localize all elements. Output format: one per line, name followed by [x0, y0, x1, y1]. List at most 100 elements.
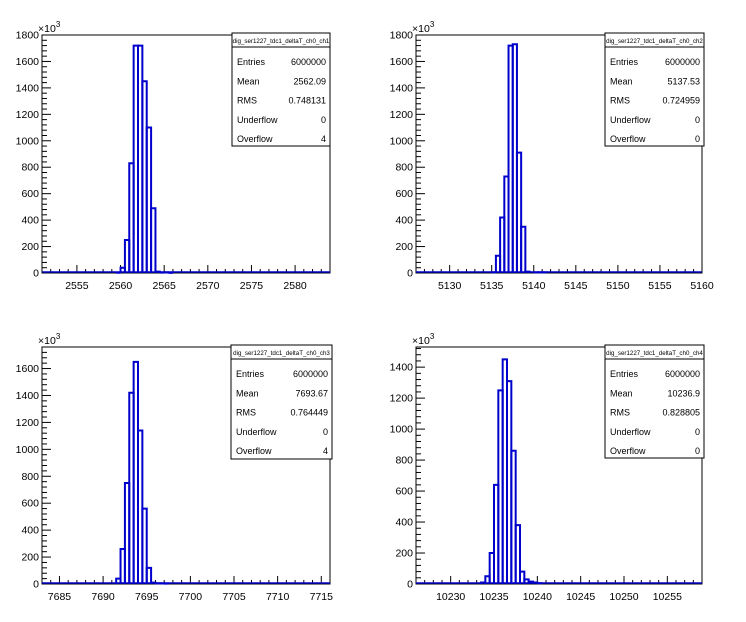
- stats-box-title: dig_ser1227_tdc1_deltaT_ch0_ch1: [233, 38, 330, 45]
- y-tick-label: 1800: [16, 30, 40, 42]
- y-tick-label: 1800: [390, 30, 414, 42]
- stats-box-title: dig_ser1227_tdc1_deltaT_ch0_ch4: [606, 350, 703, 357]
- stats-value: 10236.9: [667, 388, 700, 398]
- histogram-panel-1: 0 200 400 600 800 1000 1200 1400 1600 1800 2555 256…: [16, 20, 331, 292]
- x-tick-label: 5160: [690, 280, 714, 292]
- plot-frame: [41, 34, 331, 274]
- axis-exponent-label: ×103: [412, 332, 435, 347]
- y-tick-label: 600: [395, 188, 413, 200]
- histogram-bin: [520, 225, 527, 273]
- histogram-bin: [141, 507, 148, 584]
- stats-box-frame: [231, 32, 331, 147]
- stats-value: 0: [695, 134, 700, 144]
- x-tick-label: 2565: [153, 280, 177, 292]
- y-tick-label: 1000: [16, 135, 40, 147]
- stats-label: Entries: [237, 57, 266, 67]
- histogram-bin: [145, 566, 153, 584]
- stats-label: Underflow: [236, 427, 277, 437]
- y-tick-label: 1200: [16, 417, 40, 429]
- stats-value: 7693.67: [295, 388, 328, 398]
- y-tick-label: 600: [21, 188, 39, 200]
- stats-label: Entries: [610, 57, 639, 67]
- axis-exponent-label: ×103: [412, 20, 435, 35]
- exponent-power: 3: [56, 332, 61, 341]
- stats-label: Overflow: [237, 134, 273, 144]
- stats-box: dig_ser1227_tdc1_deltaT_ch0_ch4 Entries 60…: [604, 344, 705, 459]
- x-tick-label: 2560: [109, 280, 133, 292]
- exponent-power: 3: [430, 20, 435, 29]
- stats-value: 0: [323, 427, 328, 437]
- y-tick-label: 200: [395, 548, 413, 560]
- y-tick-label: 1200: [16, 109, 40, 121]
- y-tick-label: 1600: [390, 56, 414, 68]
- x-tick-label: 10255: [653, 591, 682, 603]
- stats-box: dig_ser1227_tdc1_deltaT_ch0_ch3 Entries 60…: [230, 344, 333, 460]
- exponent-base: ×10: [412, 23, 430, 35]
- y-tick-label: 0: [33, 579, 39, 591]
- histogram-bin: [150, 207, 157, 273]
- stats-label: RMS: [610, 408, 630, 418]
- stats-value: 4: [323, 446, 328, 456]
- y-tick-label: 1600: [16, 56, 40, 68]
- y-tick-label: 0: [33, 268, 39, 280]
- x-tick-label: 10230: [436, 591, 465, 603]
- x-tick-label: 7710: [266, 591, 290, 603]
- y-tick-label: 1000: [16, 444, 40, 456]
- stats-value: 0: [695, 115, 700, 125]
- histogram-bin: [514, 524, 521, 584]
- stats-label: Mean: [237, 76, 260, 86]
- stats-label: Entries: [236, 369, 265, 379]
- stats-label: Mean: [610, 76, 633, 86]
- histogram-bin: [515, 151, 523, 273]
- stats-box: dig_ser1227_tdc1_deltaT_ch0_ch1 Entries 60…: [231, 32, 331, 147]
- y-tick-label: 800: [21, 162, 39, 174]
- histogram-panel-4: 0 200 400 600 800 1000 1200 1400 10230 10235 10240…: [390, 332, 705, 603]
- y-tick-label: 1400: [16, 390, 40, 402]
- stats-label: Overflow: [610, 446, 646, 456]
- x-tick-label: 5150: [606, 280, 630, 292]
- exponent-base: ×10: [38, 335, 56, 347]
- stats-value: 0: [321, 115, 326, 125]
- stats-label: Overflow: [236, 446, 272, 456]
- stats-value: 0: [695, 427, 700, 437]
- stats-label: Entries: [610, 369, 639, 379]
- x-tick-label: 2570: [196, 280, 220, 292]
- stats-box-title: dig_ser1227_tdc1_deltaT_ch0_ch2: [606, 38, 703, 45]
- stats-value: 6000000: [293, 369, 328, 379]
- histogram-bin: [519, 570, 526, 584]
- exponent-base: ×10: [38, 23, 56, 35]
- histogram-bin: [137, 429, 144, 584]
- y-tick-label: 1400: [390, 82, 414, 94]
- x-tick-label: 2575: [240, 280, 264, 292]
- stats-value: 0.724959: [662, 96, 700, 106]
- stats-value: 6000000: [665, 369, 700, 379]
- y-tick-label: 200: [395, 241, 413, 253]
- x-tick-label: 10240: [523, 591, 552, 603]
- stats-label: Underflow: [610, 115, 651, 125]
- stats-label: Underflow: [610, 427, 651, 437]
- x-tick-label: 7685: [48, 591, 72, 603]
- stats-label: RMS: [237, 96, 257, 106]
- axis-exponent-label: ×103: [38, 332, 61, 347]
- exponent-power: 3: [430, 332, 435, 341]
- x-tick-label: 10245: [566, 591, 595, 603]
- stats-value: 0: [695, 446, 700, 456]
- stats-value: 6000000: [291, 57, 326, 67]
- histogram-panel-2: 0 200 400 600 800 1000 1200 1400 1600 1800 5130 513…: [390, 20, 714, 292]
- x-tick-label: 7695: [135, 591, 159, 603]
- x-tick-label: 5145: [564, 280, 588, 292]
- stats-label: RMS: [236, 408, 256, 418]
- y-tick-label: 1400: [390, 362, 414, 374]
- stats-box-frame: [604, 32, 705, 147]
- stats-label: Underflow: [237, 115, 278, 125]
- histogram-bin: [510, 449, 517, 584]
- y-tick-label: 800: [395, 162, 413, 174]
- y-tick-label: 400: [395, 517, 413, 529]
- stats-value: 2562.09: [293, 76, 326, 86]
- x-tick-label: 10235: [479, 591, 508, 603]
- histogram-bin: [145, 126, 153, 273]
- x-tick-label: 7715: [310, 591, 334, 603]
- stats-label: Mean: [610, 388, 633, 398]
- x-tick-label: 10250: [609, 591, 638, 603]
